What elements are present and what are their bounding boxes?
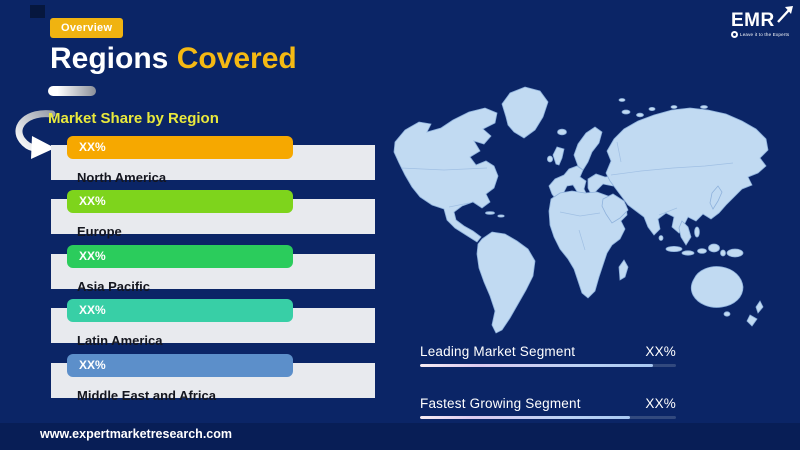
segment-track: [420, 416, 676, 419]
fastest-growing-segment: Fastest Growing Segment XX%: [420, 396, 676, 419]
region-row-north-america: North America XX%: [51, 136, 375, 185]
region-share-value: XX%: [79, 140, 106, 154]
region-row-asia-pacific: Asia Pacific XX%: [51, 245, 375, 294]
region-label: Europe: [77, 224, 122, 239]
logo-tagline: Leave it to the Experts: [740, 32, 790, 37]
leading-market-segment: Leading Market Segment XX%: [420, 344, 676, 367]
region-share-bar: XX%: [67, 354, 293, 377]
region-label: Asia Pacific: [77, 279, 150, 294]
logo-dot-icon: [731, 31, 738, 38]
emr-logo-letters: EMR: [731, 10, 775, 31]
region-label: Middle East and Africa: [77, 388, 216, 403]
emr-logo-text: EMR: [731, 6, 795, 31]
segment-track: [420, 364, 676, 367]
segment-value: XX%: [645, 344, 676, 359]
segment-value: XX%: [645, 396, 676, 411]
world-map: [393, 86, 769, 334]
curved-arrow-icon: [15, 110, 56, 159]
map-land: [393, 86, 769, 334]
region-label: North America: [77, 170, 167, 185]
region-share-value: XX%: [79, 358, 106, 372]
corner-decoration: [30, 5, 45, 18]
website-link[interactable]: www.expertmarketresearch.com: [40, 427, 232, 441]
region-row-middle-east-africa: Middle East and Africa XX%: [51, 354, 375, 403]
section-heading: Market Share by Region: [48, 110, 219, 127]
segment-fill: [420, 364, 653, 367]
region-label: Latin America: [77, 333, 163, 348]
region-share-bar: XX%: [67, 299, 293, 322]
region-share-bar: XX%: [67, 190, 293, 213]
region-share-bar: XX%: [67, 136, 293, 159]
segment-label: Fastest Growing Segment: [420, 396, 581, 411]
page-title: Regions Covered: [50, 42, 297, 76]
region-share-bar: XX%: [67, 245, 293, 268]
segment-fill: [420, 416, 630, 419]
emr-logo: EMR Leave it to the Experts: [731, 6, 795, 38]
page-title-primary: Regions: [50, 42, 177, 75]
logo-arrow-icon: [777, 6, 793, 23]
map-borders: [400, 141, 734, 251]
footer-bar: [0, 423, 800, 450]
region-row-latin-america: Latin America XX%: [51, 299, 375, 348]
region-share-value: XX%: [79, 194, 106, 208]
title-divider: [48, 86, 96, 96]
overview-tab[interactable]: Overview: [50, 18, 124, 38]
segment-label: Leading Market Segment: [420, 344, 576, 359]
region-row-europe: Europe XX%: [51, 190, 375, 239]
region-share-value: XX%: [79, 249, 106, 263]
region-share-value: XX%: [79, 303, 106, 317]
page-title-accent: Covered: [176, 42, 297, 75]
